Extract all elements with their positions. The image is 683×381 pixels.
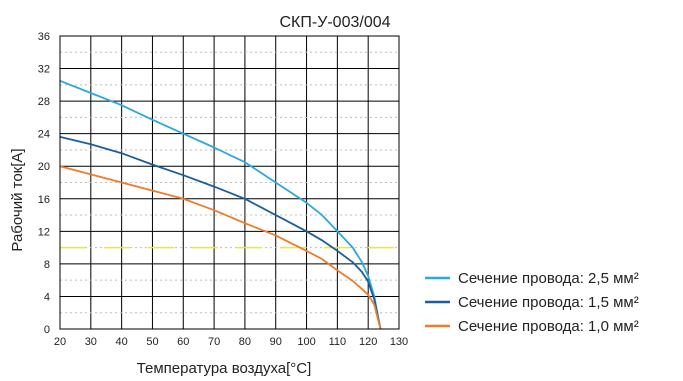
x-tick-label: 120 [359, 336, 377, 348]
x-tick-label: 60 [177, 336, 189, 348]
y-tick-label: 24 [38, 129, 50, 141]
x-tick-label: 20 [54, 336, 66, 348]
x-tick-label: 40 [116, 336, 128, 348]
series-line-1 [59, 79, 382, 330]
legend-label-3: Сечение провода: 1,0 мм² [458, 318, 639, 335]
x-tick-label: 130 [390, 336, 408, 348]
chart-title: СКП-У-003/004 [279, 14, 390, 31]
x-tick-label: 70 [208, 336, 220, 348]
x-tick-label: 100 [297, 336, 315, 348]
y-tick-label: 12 [38, 226, 50, 238]
y-axis-label: Рабочий ток[A] [9, 148, 26, 251]
y-tick-label: 36 [38, 31, 50, 43]
y-tick-label: 4 [44, 291, 50, 303]
y-tick-label: 16 [38, 194, 50, 206]
plot-frame [59, 35, 400, 330]
series-line-3 [59, 165, 382, 330]
legend: Сечение провода: 2,5 мм² Сечение провода:… [425, 270, 639, 335]
x-tick-label: 110 [329, 336, 347, 348]
y-tick-labels: 0 4 8 12 16 20 24 28 32 36 [38, 31, 50, 336]
x-tick-label: 50 [146, 336, 158, 348]
x-axis-label: Температура воздуха[°C] [137, 360, 312, 377]
y-tick-label: 0 [44, 324, 50, 336]
x-tick-label: 90 [270, 336, 282, 348]
series-lines [59, 79, 382, 330]
x-tick-label: 80 [239, 336, 251, 348]
y-tick-label: 32 [38, 64, 50, 76]
y-tick-label: 20 [38, 161, 50, 173]
legend-label-1: Сечение провода: 2,5 мм² [458, 270, 639, 287]
grid [59, 35, 400, 330]
series-line-2 [59, 136, 382, 330]
y-tick-label: 8 [44, 259, 50, 271]
x-tick-label: 30 [85, 336, 97, 348]
y-tick-label: 28 [38, 96, 50, 108]
legend-label-2: Сечение провода: 1,5 мм² [458, 294, 639, 311]
x-tick-labels: 20 30 40 50 60 70 80 90 100 110 120 130 [54, 336, 408, 348]
